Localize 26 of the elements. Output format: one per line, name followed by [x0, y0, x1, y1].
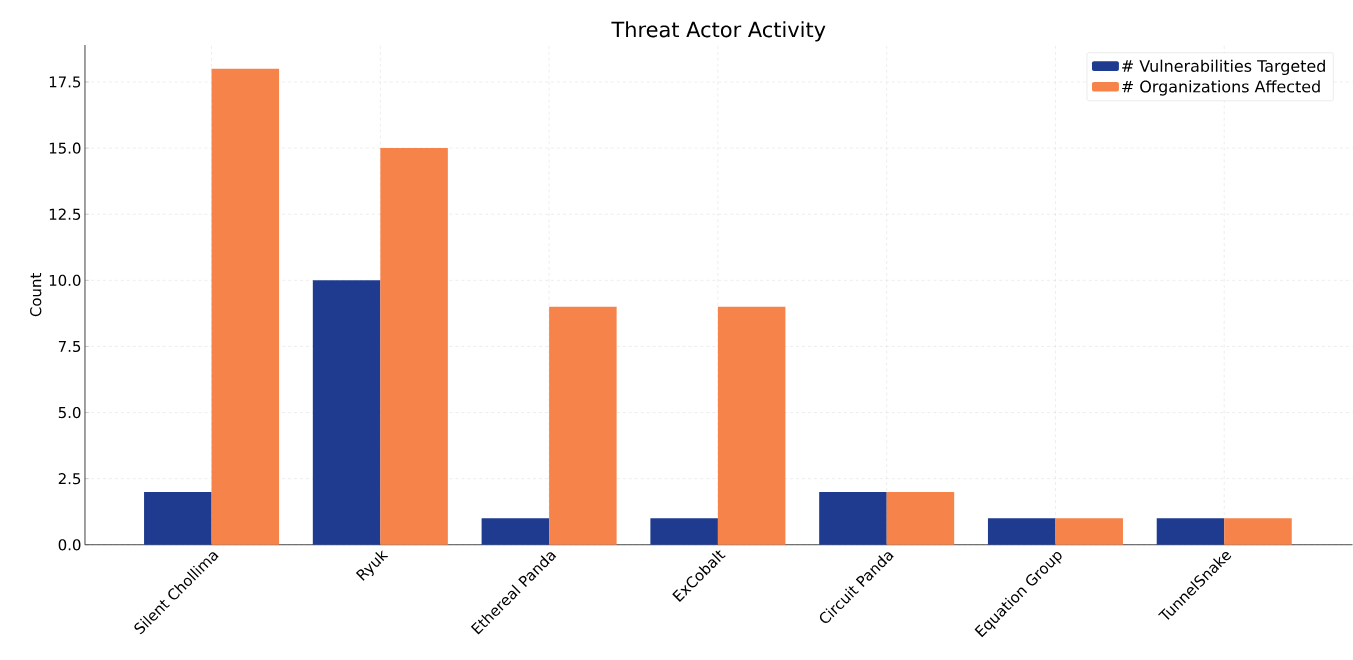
- y-tick-label: 15.0: [49, 142, 81, 154]
- chart-title: Threat Actor Activity: [611, 21, 826, 42]
- bar: [650, 518, 718, 545]
- legend-label: # Vulnerabilities Targeted: [1122, 59, 1325, 76]
- y-tick-label: 12.5: [49, 208, 81, 220]
- bar: [1055, 518, 1123, 545]
- y-tick-label: 0.0: [58, 539, 81, 551]
- bar: [211, 68, 280, 545]
- y-tick-label: 10.0: [49, 274, 81, 287]
- bar: [312, 280, 381, 545]
- bar: [1224, 518, 1292, 545]
- y-axis-title: Count: [30, 273, 42, 317]
- bar: [819, 492, 887, 545]
- legend-label: # Organizations Affected: [1122, 80, 1320, 96]
- y-tick-label: 5.0: [58, 407, 81, 419]
- y-tick-label: 7.5: [58, 341, 81, 353]
- bar: [717, 306, 786, 545]
- bar: [144, 492, 212, 545]
- bar: [987, 518, 1056, 545]
- bar: [380, 148, 448, 545]
- bar: [481, 518, 550, 545]
- y-tick-label: 17.5: [49, 76, 81, 88]
- bar: [1156, 518, 1225, 545]
- bar: [549, 306, 617, 545]
- bar: [886, 492, 955, 545]
- y-tick-label: 2.5: [58, 473, 81, 485]
